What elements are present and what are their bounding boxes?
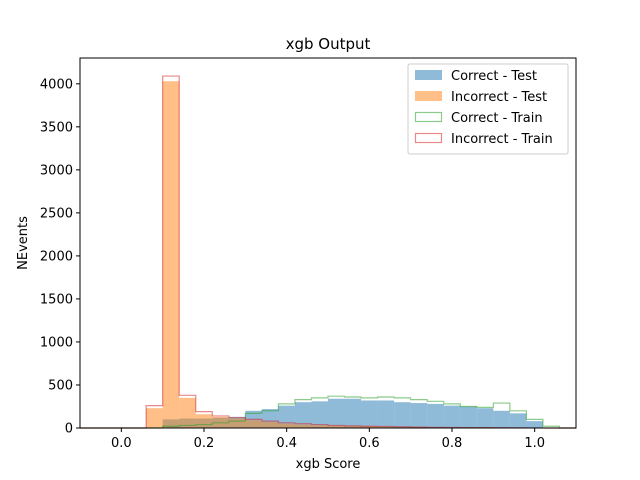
bar-correct-test xyxy=(394,402,411,428)
bar-correct-test xyxy=(460,406,477,428)
chart-title: xgb Output xyxy=(286,35,371,53)
bar-incorrect-test xyxy=(245,420,262,428)
bar-incorrect-test xyxy=(377,426,395,428)
legend: Correct - Test Incorrect - Test Correct - … xyxy=(407,63,569,155)
bar-correct-test xyxy=(476,408,494,428)
bar-incorrect-test xyxy=(311,425,328,428)
bar-correct-test xyxy=(493,410,510,428)
legend-label-correct-test: Correct - Test xyxy=(451,69,537,84)
bar-correct-test xyxy=(410,403,428,428)
legend-label-incorrect-test: Incorrect - Test xyxy=(451,90,547,105)
y-axis: 0 500 1000 1500 2000 2500 3000 3500 4000 xyxy=(40,77,80,437)
legend-swatch-incorrect-test xyxy=(415,91,442,101)
y-axis-label: NEvents xyxy=(16,216,31,270)
x-tick-label: 0.8 xyxy=(442,436,463,451)
bar-incorrect-test xyxy=(361,426,378,428)
legend-swatch-incorrect-train xyxy=(414,132,443,144)
bar-incorrect-test xyxy=(162,81,180,429)
y-tick-label: 1000 xyxy=(40,335,73,350)
plot-frame xyxy=(79,57,577,429)
bar-correct-test xyxy=(509,413,527,428)
y-tick-label: 2500 xyxy=(40,206,73,221)
x-tick-label: 0.4 xyxy=(276,436,297,451)
bar-correct-test xyxy=(344,398,362,428)
bar-correct-test xyxy=(328,398,345,428)
y-tick-label: 3500 xyxy=(40,120,73,135)
x-tick-label: 0.2 xyxy=(194,436,215,451)
bar-incorrect-test xyxy=(146,408,163,428)
legend-box xyxy=(407,63,569,155)
x-tick-label: 0.6 xyxy=(359,436,380,451)
bar-correct-test xyxy=(294,402,312,428)
bar-correct-test xyxy=(443,405,461,428)
y-tick-label: 1500 xyxy=(40,292,73,307)
y-tick-label: 2000 xyxy=(40,249,73,264)
bar-correct-test xyxy=(311,401,328,428)
y-tick-label: 500 xyxy=(48,378,73,393)
x-tick-label: 0.0 xyxy=(111,436,132,451)
bar-incorrect-test xyxy=(328,425,345,428)
bar-incorrect-test xyxy=(228,418,246,428)
x-tick-label: 1.0 xyxy=(524,436,545,451)
bar-incorrect-test xyxy=(261,421,279,428)
legend-label-incorrect-train: Incorrect - Train xyxy=(451,132,553,147)
bar-correct-test xyxy=(526,421,543,428)
step-line-correct-train xyxy=(80,395,576,429)
bar-correct-test xyxy=(377,400,395,428)
legend-label-correct-train: Correct - Train xyxy=(451,111,543,126)
bar-incorrect-test xyxy=(195,414,213,428)
bar-incorrect-test xyxy=(294,424,312,428)
bar-incorrect-test xyxy=(344,426,362,428)
y-tick-label: 0 xyxy=(65,422,73,437)
y-tick-label: 3000 xyxy=(40,163,73,178)
x-axis: 0.0 0.2 0.4 0.6 0.8 1.0 xyxy=(111,428,545,451)
legend-swatch-correct-test xyxy=(415,70,442,80)
x-axis-label: xgb Score xyxy=(296,457,361,472)
bar-correct-test xyxy=(427,403,444,428)
bar-incorrect-test xyxy=(179,397,196,428)
legend-swatch-correct-train xyxy=(414,111,443,123)
bar-incorrect-test xyxy=(278,423,295,428)
y-tick-label: 4000 xyxy=(40,77,73,92)
bar-correct-test xyxy=(361,400,378,428)
